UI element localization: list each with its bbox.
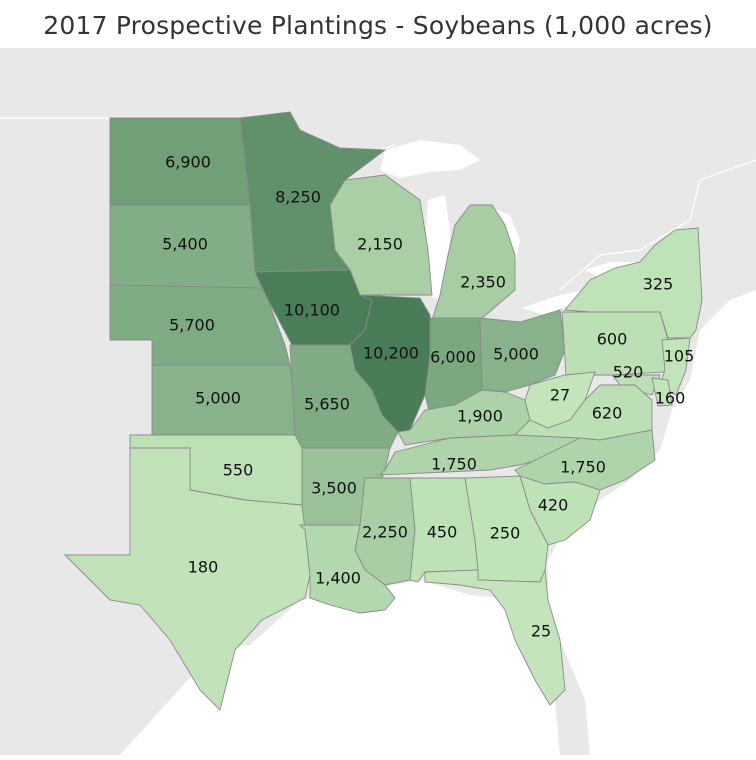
- value-label-va: 620: [592, 404, 623, 423]
- value-label-pa: 600: [597, 330, 628, 349]
- map-title: 2017 Prospective Plantings - Soybeans (1…: [43, 10, 713, 40]
- state-va[interactable]: [514, 384, 653, 446]
- value-label-ky: 1,900: [457, 407, 503, 426]
- value-label-oh: 5,000: [493, 345, 539, 364]
- value-label-in: 6,000: [430, 348, 476, 367]
- value-label-nc: 1,750: [560, 458, 606, 477]
- value-label-mo: 5,650: [304, 395, 350, 414]
- state-mi[interactable]: [431, 204, 516, 321]
- value-label-ny: 325: [643, 275, 674, 294]
- state-wi[interactable]: [329, 174, 433, 296]
- value-label-fl: 25: [531, 622, 551, 641]
- value-label-al: 450: [427, 523, 458, 542]
- value-label-sc: 420: [538, 496, 569, 515]
- value-label-ia: 10,100: [284, 301, 340, 320]
- value-label-de: 160: [655, 389, 686, 408]
- value-label-la: 1,400: [315, 569, 361, 588]
- value-label-wv: 27: [550, 386, 570, 405]
- value-label-md: 520: [613, 363, 644, 382]
- state-fl[interactable]: [424, 569, 566, 706]
- value-label-il: 10,200: [363, 344, 419, 363]
- value-label-ok: 550: [223, 461, 254, 480]
- atlantic-ocean: [548, 290, 756, 755]
- value-label-sd: 5,400: [162, 235, 208, 254]
- lake-superior: [380, 140, 480, 178]
- lake-erie: [522, 290, 585, 315]
- value-label-nj: 105: [664, 347, 695, 366]
- value-label-nd: 6,900: [165, 153, 211, 172]
- value-label-tn: 1,750: [431, 455, 477, 474]
- lake-michigan: [425, 195, 450, 300]
- value-label-ne: 5,700: [169, 316, 215, 335]
- value-label-ar: 3,500: [311, 479, 357, 498]
- value-label-wi: 2,150: [357, 235, 403, 254]
- value-labels: 6,900 8,250 5,400 2,150 2,350 325 5,700 10,100 1…: [162, 153, 694, 641]
- value-label-tx: 180: [188, 558, 219, 577]
- value-label-mn: 8,250: [275, 188, 321, 207]
- value-label-ms: 2,250: [362, 523, 408, 542]
- state-layer[interactable]: [63, 111, 703, 711]
- map-canvas[interactable]: 6,900 8,250 5,400 2,150 2,350 325 5,700 10,100 1…: [0, 48, 756, 755]
- state-tx[interactable]: [63, 447, 311, 711]
- state-la[interactable]: [298, 524, 396, 614]
- state-ky[interactable]: [397, 389, 531, 446]
- state-de[interactable]: [651, 377, 673, 407]
- value-label-mi: 2,350: [460, 273, 506, 292]
- state-md[interactable]: [611, 374, 661, 396]
- choropleth-map[interactable]: 6,900 8,250 5,400 2,150 2,350 325 5,700 10,100 1…: [0, 48, 756, 755]
- gulf-of-mexico: [120, 580, 560, 755]
- value-label-ks: 5,000: [195, 389, 241, 408]
- value-label-ga: 250: [490, 524, 521, 543]
